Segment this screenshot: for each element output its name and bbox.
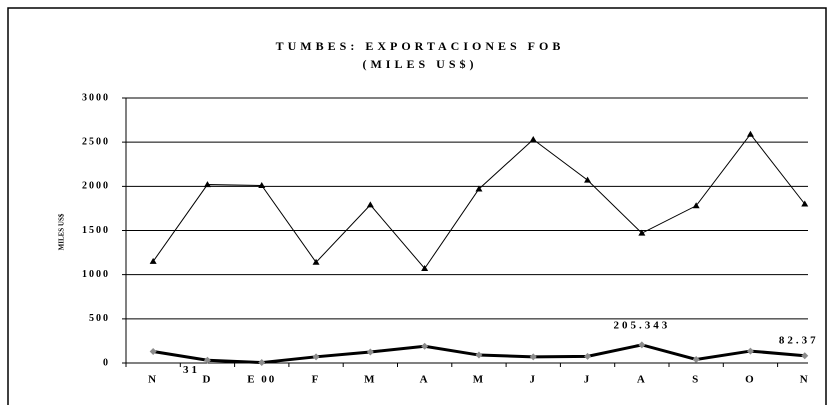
chart-frame — [7, 7, 827, 405]
x-tick-label: J — [530, 374, 538, 386]
y-tick-label: 0 — [103, 357, 110, 368]
x-tick-label: E 00 — [247, 374, 276, 386]
chart-title: TUMBES: EXPORTACIONES FOB — [276, 39, 565, 53]
marker — [258, 359, 266, 367]
y-tick-label: 2500 — [82, 136, 110, 147]
y-tick-label: 1000 — [82, 269, 110, 280]
marker — [692, 355, 700, 363]
marker — [366, 201, 374, 208]
y-tick-label: 1500 — [82, 225, 110, 236]
x-tick-label: A — [420, 374, 430, 386]
y-tick-label: 500 — [89, 313, 110, 324]
x-tick-label: J — [584, 374, 592, 386]
marker — [529, 136, 537, 143]
marker — [801, 352, 809, 360]
x-tick-label: S — [692, 374, 700, 386]
marker — [149, 257, 157, 264]
marker — [258, 181, 266, 188]
marker — [203, 181, 211, 188]
x-tick-label: O — [745, 374, 756, 386]
data-label: 82.37 — [779, 334, 819, 346]
marker — [475, 351, 483, 359]
y-tick-label: 2000 — [82, 181, 110, 192]
marker — [638, 341, 646, 349]
data-label: 31 — [183, 364, 200, 376]
y-axis-label: MILES US$ — [58, 213, 66, 250]
x-tick-label: A — [637, 374, 647, 386]
marker — [421, 342, 429, 350]
marker — [746, 130, 754, 137]
x-tick-label: M — [364, 374, 376, 386]
x-tick-label: N — [148, 374, 158, 386]
marker — [584, 176, 592, 183]
marker — [312, 353, 320, 361]
marker — [203, 356, 211, 364]
marker — [638, 229, 646, 236]
chart-subtitle: (MILES US$) — [362, 57, 477, 71]
marker — [692, 202, 700, 209]
x-tick-label: D — [202, 374, 212, 386]
x-tick-label: M — [473, 374, 485, 386]
marker — [312, 258, 320, 265]
marker — [475, 185, 483, 192]
marker — [149, 348, 157, 356]
x-tick-label: N — [800, 374, 810, 386]
marker — [801, 200, 809, 207]
marker — [421, 264, 429, 271]
data-label: 205.343 — [613, 319, 670, 331]
x-tick-label: F — [312, 374, 321, 386]
marker — [529, 353, 537, 361]
marker — [746, 347, 754, 355]
marker — [584, 352, 592, 360]
y-tick-label: 3000 — [82, 92, 110, 103]
marker — [366, 348, 374, 356]
